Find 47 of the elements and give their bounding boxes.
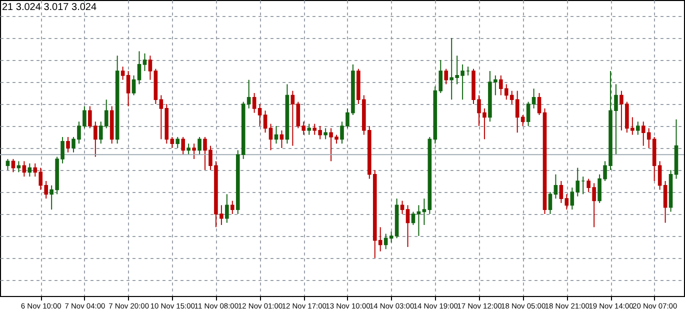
candlestick: [526, 101, 530, 127]
candlestick: [532, 88, 536, 109]
candlestick: [252, 92, 256, 114]
candlestick: [564, 194, 569, 210]
candlestick: [389, 231, 394, 244]
candlestick: [263, 110, 268, 134]
candlestick: [268, 123, 273, 151]
candlestick: [22, 160, 26, 178]
candlestick: [400, 200, 404, 214]
candlestick: [406, 204, 410, 248]
candlestick: [148, 55, 152, 80]
candlestick: [176, 136, 180, 148]
candlestick: [198, 136, 202, 156]
candlestick: [537, 92, 542, 116]
candlestick: [444, 68, 448, 85]
candlestick: [258, 104, 262, 127]
candlestick: [120, 66, 125, 80]
candlestick: [230, 200, 234, 214]
candlestick: [137, 50, 142, 85]
candlestick: [658, 160, 662, 190]
candlestick: [186, 143, 190, 156]
candlestick: [192, 143, 196, 160]
text: 21 3.024 3.017 3.024: [2, 2, 97, 13]
candlestick: [307, 123, 312, 136]
candlestick: [6, 158, 10, 170]
candlestick: [274, 126, 278, 144]
candlestick: [280, 130, 284, 148]
candlestick: [324, 128, 328, 140]
candlestick: [126, 70, 130, 107]
candlestick: [548, 191, 552, 214]
candlestick: [290, 90, 295, 146]
candlestick: [416, 204, 421, 236]
candlestick: [28, 162, 32, 178]
candlestick: [636, 121, 640, 136]
candlestick: [411, 211, 416, 226]
candlestick: [554, 174, 558, 200]
candlestick: [132, 74, 136, 96]
candlestick: [520, 114, 525, 127]
candlestick: [16, 160, 21, 173]
candlestick: [159, 94, 164, 140]
candlestick: [181, 136, 185, 156]
candlestick: [142, 52, 147, 72]
candlestick: [66, 136, 70, 153]
candlestick: [422, 198, 426, 226]
candlestick: [663, 180, 668, 224]
candlestick: [225, 194, 229, 224]
candlestick: [559, 180, 564, 204]
